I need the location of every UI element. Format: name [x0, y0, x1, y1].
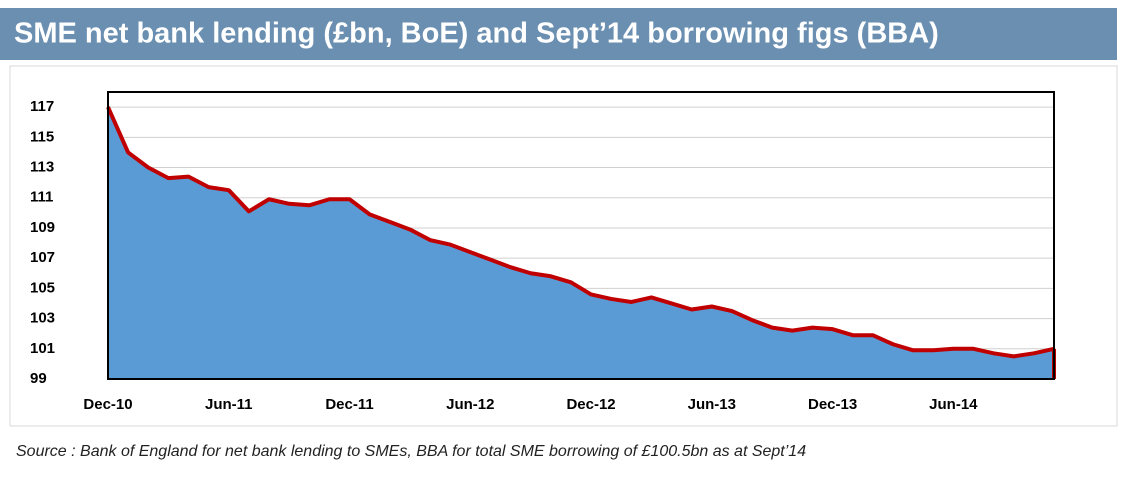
y-tick-label: 103: [30, 310, 55, 327]
chart-title: SME net bank lending (£bn, BoE) and Sept…: [14, 18, 939, 50]
y-tick-label: 115: [30, 128, 54, 145]
source-note: Source : Bank of England for net bank le…: [16, 443, 806, 460]
x-tick-label: Jun-14: [929, 396, 978, 413]
x-tick-label: Jun-13: [688, 396, 736, 413]
y-tick-label: 109: [30, 219, 55, 236]
y-tick-label: 113: [30, 158, 54, 175]
plot-border: [107, 91, 1055, 380]
x-tick-label: Dec-12: [566, 396, 615, 413]
x-tick-label: Jun-11: [205, 396, 253, 413]
y-tick-label: 117: [30, 98, 54, 115]
y-tick-label: 99: [30, 370, 47, 387]
area: [108, 107, 1054, 380]
x-tick-label: Dec-11: [325, 396, 373, 413]
y-tick-label: 111: [30, 189, 53, 206]
y-tick-label: 107: [30, 249, 55, 266]
chart-frame: [9, 65, 1118, 427]
x-tick-label: Jun-12: [446, 396, 494, 413]
title-bar: [0, 8, 1117, 60]
x-tick-label: Dec-13: [808, 396, 857, 413]
y-tick-label: 101: [30, 340, 55, 357]
x-tick-label: Dec-10: [83, 396, 132, 413]
y-tick-label: 105: [30, 279, 55, 296]
line: [106, 106, 1055, 359]
